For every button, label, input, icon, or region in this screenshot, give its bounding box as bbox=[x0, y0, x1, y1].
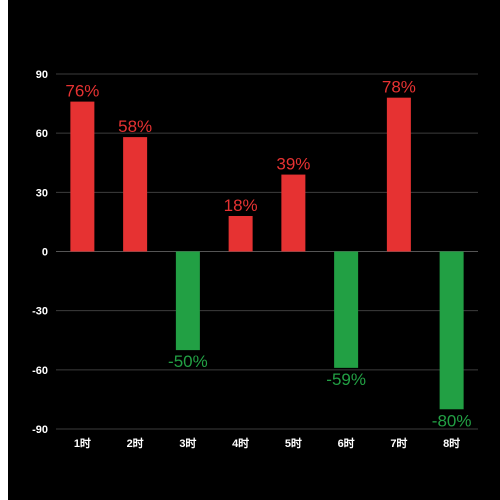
y-tick-label: -90 bbox=[32, 424, 48, 436]
data-label: 58% bbox=[118, 117, 152, 136]
x-tick-label: 8时 bbox=[443, 436, 460, 450]
bars-layer bbox=[70, 97, 464, 410]
bar bbox=[175, 251, 200, 351]
bar bbox=[386, 97, 411, 252]
bar bbox=[123, 137, 148, 252]
x-tick-label: 5时 bbox=[285, 436, 302, 450]
y-tick-label: 30 bbox=[36, 187, 48, 199]
bar bbox=[334, 251, 359, 368]
x-tick-label: 7时 bbox=[390, 436, 407, 450]
data-label: 39% bbox=[276, 155, 310, 174]
x-tick-label: 1时 bbox=[74, 436, 91, 450]
y-axis: 90 60 30 0 -30 -60 -90 bbox=[32, 69, 48, 436]
x-tick-label: 6时 bbox=[338, 436, 355, 450]
data-label: 76% bbox=[65, 82, 99, 101]
chart-canvas: 76% 58% -50% 18% 39% -59% 78% -80% 90 60 30 0 -30 -6… bbox=[8, 0, 500, 500]
bar bbox=[70, 101, 95, 252]
data-label: -80% bbox=[432, 411, 472, 430]
y-tick-label: 90 bbox=[36, 69, 48, 81]
data-label: -50% bbox=[168, 352, 208, 371]
y-tick-label: -30 bbox=[32, 306, 48, 318]
y-tick-label: 0 bbox=[42, 247, 48, 259]
data-label: 18% bbox=[224, 196, 258, 215]
x-tick-label: 4时 bbox=[232, 436, 249, 450]
y-tick-label: -60 bbox=[32, 365, 48, 377]
x-axis: 1时 2时 3时 4时 5时 6时 7时 8时 bbox=[74, 436, 460, 450]
x-tick-label: 2时 bbox=[127, 436, 144, 450]
bar bbox=[439, 251, 464, 410]
data-label: 78% bbox=[382, 78, 416, 97]
data-label: -59% bbox=[326, 370, 366, 389]
bar bbox=[281, 174, 306, 252]
x-tick-label: 3时 bbox=[179, 436, 196, 450]
y-tick-label: 60 bbox=[36, 128, 48, 140]
labels-layer: 76% 58% -50% 18% 39% -59% 78% -80% bbox=[65, 78, 471, 431]
bar bbox=[228, 216, 253, 252]
bar-chart: 76% 58% -50% 18% 39% -59% 78% -80% 90 60 30 0 -30 -6… bbox=[32, 69, 478, 450]
